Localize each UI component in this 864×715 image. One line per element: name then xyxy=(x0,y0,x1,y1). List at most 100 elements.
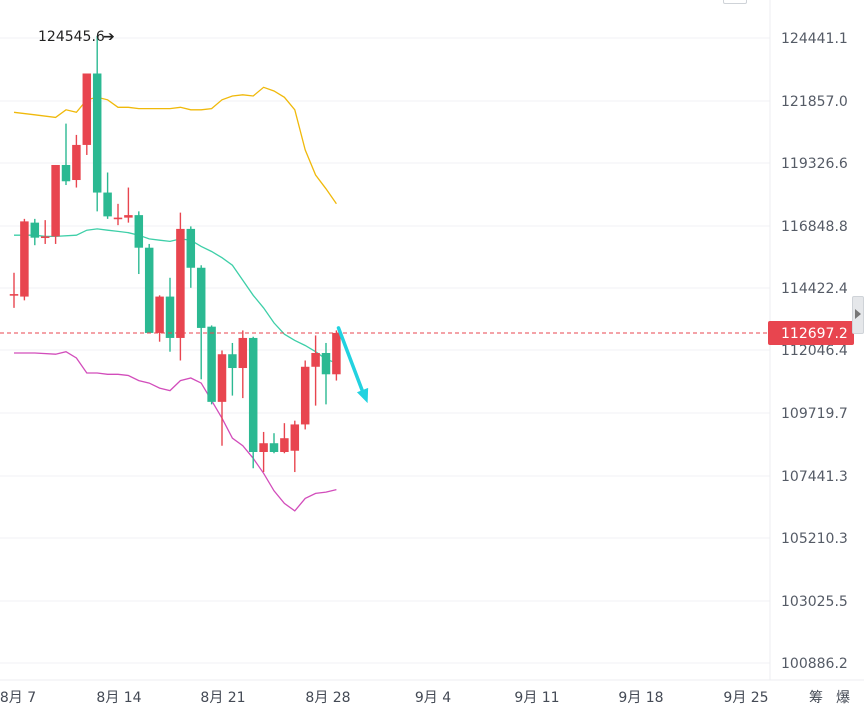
y-tick-label: 100886.2 xyxy=(781,656,848,672)
candle-up xyxy=(176,212,185,361)
x-axis: 8月 7 8月 14 8月 21 8月 28 9月 4 9月 11 9月 18 9月 25 xyxy=(0,690,769,706)
candle-up xyxy=(82,73,92,155)
candle-down xyxy=(103,172,112,219)
candle-down xyxy=(248,336,258,469)
candle-body xyxy=(165,296,175,338)
candle-body xyxy=(40,236,50,239)
candle-body xyxy=(290,424,300,451)
candle-up xyxy=(259,431,268,473)
price-scale-handle[interactable] xyxy=(852,296,864,334)
candle-body xyxy=(82,73,92,145)
candle-body xyxy=(300,366,310,425)
current-price-value: 112697.2 xyxy=(781,326,848,342)
current-price-tag-bg xyxy=(768,321,854,345)
candle-body xyxy=(30,222,40,238)
candle-down xyxy=(92,36,102,212)
grid-lines xyxy=(0,0,864,681)
candle-down xyxy=(207,325,216,405)
candle-body xyxy=(176,228,185,338)
candle-body xyxy=(155,296,164,333)
y-tick-label: 116848.8 xyxy=(781,219,848,235)
candle-up xyxy=(155,295,164,342)
y-axis: 124441.1 121857.0 119326.6 116848.8 114422.4… xyxy=(781,31,848,672)
candle-body xyxy=(144,247,154,333)
y-tick-label: 112046.4 xyxy=(781,343,848,359)
forecast-arrow-head xyxy=(356,387,369,404)
x-tick-label: 9月 4 xyxy=(415,690,451,706)
x-tick-label: 9月 25 xyxy=(723,690,768,706)
candle-down xyxy=(228,342,237,396)
x-tick-label: 8月 14 xyxy=(96,690,141,706)
candle-down xyxy=(186,226,196,288)
bottom-controls[interactable]: 筹 爆 xyxy=(809,689,850,706)
candle-body xyxy=(72,144,81,181)
high-price-label: 124545.6 xyxy=(38,29,105,45)
candle-up xyxy=(20,218,29,301)
annotations: 124545.6 ➔ xyxy=(38,29,115,45)
candle-body xyxy=(113,217,123,220)
candle-body xyxy=(311,352,320,367)
candle-up xyxy=(113,203,123,226)
candle-body xyxy=(321,352,331,375)
candle-body xyxy=(51,164,60,237)
forecast-arrow xyxy=(336,326,369,404)
candle-up xyxy=(280,423,289,454)
lower-band-line xyxy=(14,351,337,512)
candle-up xyxy=(332,330,341,381)
candle-down xyxy=(30,218,40,246)
candle-body xyxy=(217,354,227,402)
candle-up xyxy=(311,335,320,406)
middle-band-line xyxy=(14,228,337,364)
y-tick-label: 103025.5 xyxy=(781,594,848,610)
y-tick-label: 107441.3 xyxy=(781,469,848,485)
candle-body xyxy=(259,443,268,452)
candle-down xyxy=(196,265,206,380)
candle-up xyxy=(51,164,60,244)
candle-body xyxy=(103,192,112,217)
candle-up xyxy=(217,350,227,446)
candle-body xyxy=(186,228,196,268)
y-tick-label: 105210.3 xyxy=(781,531,848,547)
y-tick-label: 124441.1 xyxy=(781,31,848,47)
y-tick-label: 109719.7 xyxy=(781,406,848,422)
candle-up xyxy=(40,220,50,244)
x-tick-label: 9月 11 xyxy=(514,690,559,706)
candle-body xyxy=(134,215,144,248)
chart-toolbox-button[interactable] xyxy=(723,0,747,4)
x-tick-label: 9月 18 xyxy=(618,690,663,706)
candle-body xyxy=(124,215,133,218)
candle-body xyxy=(196,267,206,328)
y-tick-label: 121857.0 xyxy=(781,94,848,110)
current-price-tag: 112697.2 xyxy=(768,321,854,345)
forecast-arrow-shaft xyxy=(336,326,366,396)
candle-down xyxy=(321,342,331,405)
candle-up xyxy=(300,360,310,430)
candle-up xyxy=(290,420,300,473)
y-tick-label: 114422.4 xyxy=(781,281,848,297)
candle-up xyxy=(124,187,133,223)
candle-body xyxy=(269,443,279,452)
candle-up xyxy=(238,330,248,399)
liquidation-button[interactable]: 爆 xyxy=(836,690,850,706)
candle-down xyxy=(144,243,154,333)
candle-body xyxy=(9,294,19,296)
x-tick-label: 8月 21 xyxy=(200,690,245,706)
candle-body xyxy=(238,337,248,369)
candle-down xyxy=(269,433,279,454)
candle-body xyxy=(248,337,258,452)
chips-button[interactable]: 筹 xyxy=(809,689,823,706)
upper-band-line xyxy=(13,86,337,205)
candle-down xyxy=(134,211,144,275)
candle-body xyxy=(228,354,237,369)
candle-body xyxy=(20,221,29,297)
candle-body xyxy=(280,438,289,452)
candle-down xyxy=(61,123,71,186)
candle-up xyxy=(72,134,81,188)
candle-body xyxy=(332,332,341,375)
candle-body xyxy=(207,326,216,402)
candle-body xyxy=(92,73,102,193)
candle-down xyxy=(165,277,175,352)
candle-up xyxy=(9,272,19,308)
x-tick-label: 8月 7 xyxy=(0,690,36,706)
